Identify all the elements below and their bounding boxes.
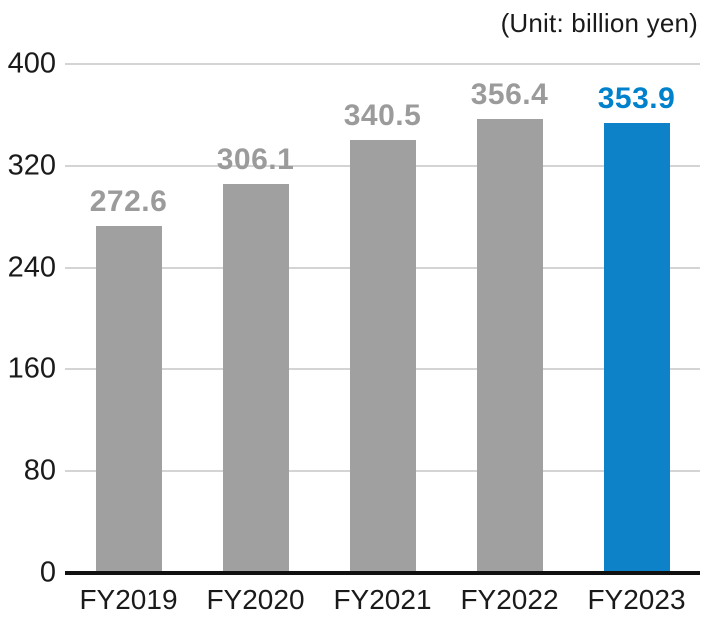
bar-column: 353.9	[573, 64, 700, 573]
x-axis-baseline	[65, 571, 700, 575]
y-tick-label: 160	[7, 352, 56, 385]
y-tick-label: 400	[7, 47, 56, 80]
bar	[603, 122, 670, 573]
y-axis: 400 320 240 160 80 0	[0, 49, 56, 587]
x-tick-label: FY2023	[587, 584, 686, 615]
bar	[95, 226, 162, 573]
x-tick-label: FY2021	[333, 584, 432, 615]
plot-area: 272.6 306.1 340.5 356.4 353.9	[65, 63, 700, 575]
bar-columns: 272.6 306.1 340.5 356.4 353.9	[65, 64, 700, 573]
bar	[349, 139, 416, 573]
bar-value-label: 340.5	[343, 98, 422, 132]
x-tick-label: FY2019	[79, 584, 178, 615]
unit-note-label: (Unit: billion yen)	[500, 8, 698, 38]
y-tick-label: 240	[7, 251, 56, 284]
x-tick-label: FY2022	[460, 584, 559, 615]
y-tick-label: 0	[39, 556, 56, 589]
bar	[222, 183, 289, 573]
bar	[476, 119, 543, 573]
bar-column: 340.5	[319, 64, 446, 573]
y-tick-label: 320	[7, 149, 56, 182]
y-tick-label: 80	[23, 454, 56, 487]
bar-value-label: 353.9	[597, 81, 676, 115]
bar-value-label: 306.1	[216, 142, 295, 176]
x-axis: FY2019 FY2020 FY2021 FY2022 FY2023	[65, 584, 700, 616]
bar-value-label: 356.4	[470, 78, 549, 112]
gridline	[65, 63, 700, 65]
bar-column: 272.6	[65, 64, 192, 573]
bar-column: 306.1	[192, 64, 319, 573]
bar-column: 356.4	[446, 64, 573, 573]
bar-value-label: 272.6	[89, 185, 168, 219]
x-tick-label: FY2020	[206, 584, 305, 615]
